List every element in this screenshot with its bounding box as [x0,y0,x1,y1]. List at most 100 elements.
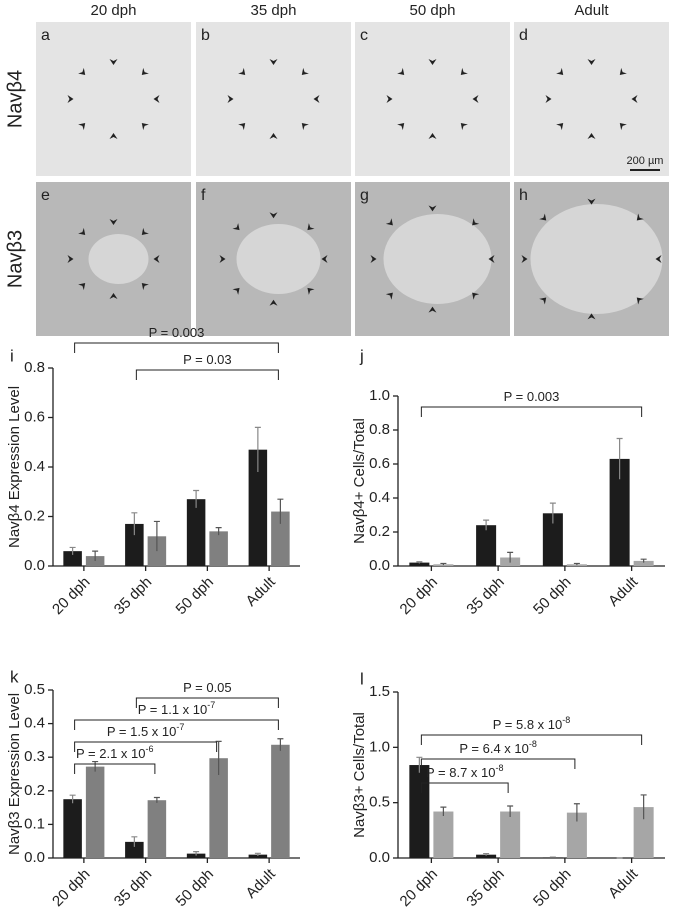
arrowhead [141,123,149,131]
panel-letter: d [519,27,528,44]
bar [209,531,228,566]
p-value-text: P = 1.5 x 10 [107,724,177,739]
arrowhead [232,223,240,231]
arrowhead [301,67,309,75]
arrowhead [269,133,278,139]
p-value-text: P = 0.03 [183,352,232,367]
bar [147,800,167,858]
error-bar [440,562,447,566]
x-tick-label: 20 dph [49,574,93,618]
p-value-text: P = 0.003 [149,325,205,340]
y-tick-label: 1.0 [369,387,390,404]
arrowhead [307,287,315,295]
arrowhead [587,313,596,320]
arrowhead [488,255,495,263]
arrowhead [428,133,437,139]
bar [271,511,290,566]
p-value: P = 5.8 x 10-8 [493,715,571,732]
arrowhead [370,255,377,263]
p-value: P = 0.05 [183,680,232,695]
bar [566,812,587,858]
error-bar [277,738,284,751]
significance-bracket [74,342,279,353]
arrowhead [153,255,160,263]
arrowhead [141,283,149,291]
nucleus-region [88,234,149,284]
x-tick-label: Adult [243,573,280,610]
nucleus-region [383,214,492,304]
arrowhead [219,255,226,263]
arrowhead [67,95,74,103]
panel-letter: h [519,187,528,204]
arrowhead [587,133,596,139]
arrowhead [238,67,246,75]
y-tick-label: 0.4 [24,458,45,475]
scale-bar-label: 200 µm [627,155,664,167]
arrowhead [238,123,246,131]
bar [409,765,430,858]
x-tick-label: 35 dph [463,574,507,618]
p-value: P = 0.03 [183,352,232,367]
column-header: Adult [574,2,609,19]
significance-bracket [74,741,218,752]
error-bar [254,852,261,856]
arrowhead [545,95,552,103]
arrowhead [428,205,437,212]
p-value: P = 2.1 x 10-6 [76,744,154,761]
arrowhead [397,123,405,131]
column-header: 20 dph [91,2,137,19]
p-value: P = 1.5 x 10-7 [107,722,185,739]
x-tick-label: Adult [605,865,642,902]
panel-letter: a [41,27,50,44]
bar [542,513,563,566]
micrograph [196,22,351,176]
error-bar [193,851,200,856]
column-header: 50 dph [410,2,456,19]
error-bar [69,546,76,555]
p-value-text: P = 5.8 x 10 [493,717,563,732]
arrowhead [109,293,118,299]
bar [633,560,654,566]
y-tick-label: 0.2 [24,507,45,524]
arrowhead [631,95,638,103]
error-bar [92,760,99,772]
arrowhead [78,227,86,235]
arrowhead [539,213,547,221]
error-bar [215,527,222,536]
y-tick-label: 1.5 [369,683,390,700]
y-tick-label: 0.5 [369,794,390,811]
arrowhead [655,255,662,263]
error-bar [640,794,647,820]
micrograph [514,22,669,176]
error-bar [483,852,490,856]
bar [409,562,430,566]
y-tick-label: 0.0 [24,849,45,866]
significance-bracket [420,406,643,417]
arrowhead [385,218,393,226]
arrowhead [153,95,160,103]
y-tick-label: 0.6 [24,408,45,425]
bar [125,841,144,858]
y-tick-label: 0.4 [24,715,45,732]
arrowhead [141,227,149,235]
y-tick-label: 0.3 [24,748,45,765]
y-tick-label: 0.6 [369,455,390,472]
error-bar [131,512,138,536]
significance-bracket [135,697,279,708]
bar [63,799,82,858]
arrowhead [556,123,564,131]
bar [433,811,454,858]
error-bar [277,498,284,524]
arrowhead [636,297,644,305]
error-bar [416,756,423,773]
y-tick-label: 0.2 [369,523,390,540]
x-tick-label: 35 dph [111,866,155,910]
arrowhead [307,223,315,231]
micrograph [36,22,191,176]
bar [125,523,144,566]
y-tick-label: 1.0 [369,738,390,755]
error-bar [507,805,514,818]
p-value-exponent: -7 [207,700,215,710]
x-tick-label: 50 dph [530,866,574,910]
